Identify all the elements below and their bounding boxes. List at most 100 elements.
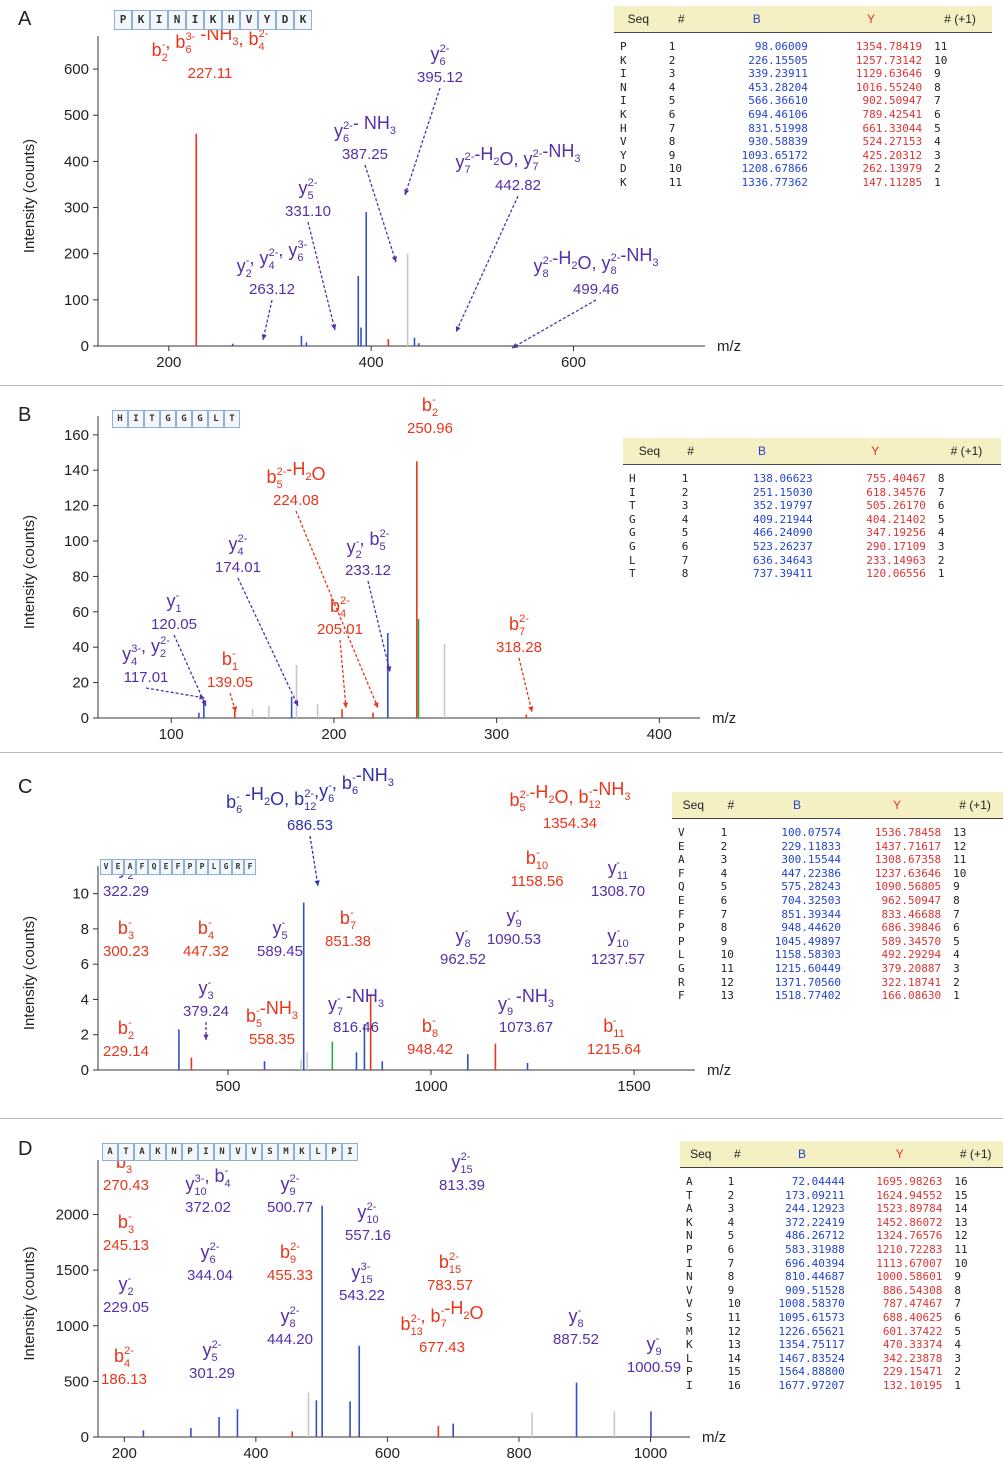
table-cell: P bbox=[686, 1365, 693, 1379]
ion-mz-label: 589.45 bbox=[257, 943, 303, 960]
sequence-residue: A bbox=[134, 1143, 150, 1161]
table-cell: 1 bbox=[668, 40, 676, 53]
table-cell: N bbox=[620, 80, 627, 94]
ion-label: b42- bbox=[114, 1345, 134, 1370]
table-row: I 3 339.23911 1129.63646 9 bbox=[614, 67, 992, 81]
panel-separator bbox=[0, 385, 1003, 386]
table-row: I 5 566.36610 902.50947 7 bbox=[614, 94, 992, 108]
table-cell: 11 bbox=[727, 1310, 741, 1324]
table-cell: 8 bbox=[954, 1283, 962, 1297]
table-cell: 6 bbox=[668, 107, 676, 121]
ion-mz-label: 227.11 bbox=[188, 65, 233, 82]
table-cell: 4 bbox=[937, 526, 945, 540]
table-cell: 1324.76576 bbox=[876, 1229, 943, 1243]
ion-mz-label: 1090.53 bbox=[487, 931, 541, 948]
ion-label: y9- bbox=[506, 905, 521, 930]
table-row: N 5 486.26712 1324.76576 12 bbox=[680, 1229, 1003, 1243]
ion-mz-label: 245.13 bbox=[103, 1237, 149, 1254]
table-cell: 2 bbox=[681, 485, 689, 499]
y-tick-label: 300 bbox=[64, 200, 89, 217]
ion-mz-label: 962.52 bbox=[440, 951, 486, 968]
table-cell: 2 bbox=[668, 53, 676, 67]
table-cell: 1695.98263 bbox=[876, 1175, 943, 1188]
ion-label: b1- bbox=[222, 648, 238, 673]
table-row: G 4 409.21944 404.21402 5 bbox=[623, 513, 1001, 527]
table-row: H 1 138.06623 755.40467 8 bbox=[623, 472, 1001, 486]
table-cell: 3 bbox=[937, 539, 945, 553]
ion-mz-label: 117.01 bbox=[124, 669, 169, 686]
table-cell: I bbox=[629, 485, 636, 499]
table-header: Y bbox=[850, 1141, 949, 1168]
table-cell: P bbox=[686, 1242, 693, 1256]
table-cell: 636.34643 bbox=[752, 553, 813, 567]
table-cell: P bbox=[678, 921, 685, 935]
ion-label: b52--H2O, b12--NH3 bbox=[509, 779, 630, 814]
table-cell: L bbox=[629, 553, 636, 567]
annotation-arrow bbox=[511, 299, 597, 349]
ion-mz-label: 1237.57 bbox=[591, 951, 645, 968]
table-header: Seq bbox=[623, 438, 676, 465]
table-cell: 948.44620 bbox=[781, 921, 842, 935]
table-cell: 7 bbox=[954, 1297, 962, 1311]
table-cell: 10 bbox=[934, 53, 948, 67]
table-cell: 4 bbox=[934, 135, 941, 149]
table-cell: 16 bbox=[954, 1175, 968, 1188]
table-row: I 7 696.40394 1113.67007 10 bbox=[680, 1257, 1003, 1271]
table-cell: 138.06623 bbox=[752, 472, 813, 485]
ion-label: b2- bbox=[422, 394, 438, 419]
table-row: N 4 453.28204 1016.55240 8 bbox=[614, 81, 992, 95]
table-cell: I bbox=[686, 1378, 693, 1392]
annotation-arrow bbox=[367, 580, 391, 673]
table-cell: 6 bbox=[681, 539, 689, 553]
table-row: P 8 948.44620 686.39846 6 bbox=[672, 921, 1003, 935]
table-row: R 12 1371.70560 322.18741 2 bbox=[672, 976, 1003, 990]
table-row: T 3 352.19797 505.26170 6 bbox=[623, 499, 1001, 513]
table-cell: 618.34576 bbox=[866, 485, 926, 499]
ion-mz-label: 677.43 bbox=[419, 1339, 465, 1356]
table-cell: 372.22419 bbox=[785, 1215, 845, 1229]
annotation-arrow bbox=[237, 577, 299, 707]
table-cell: 1 bbox=[953, 989, 960, 1003]
table-cell: 5 bbox=[681, 526, 689, 540]
table-cell: 962.50947 bbox=[881, 893, 942, 907]
table-cell: 470.33374 bbox=[882, 1338, 943, 1352]
sequence-residue: D bbox=[276, 10, 294, 30]
ion-label: y2-, b52- bbox=[347, 528, 390, 561]
table-row: A 3 244.12923 1523.89784 14 bbox=[680, 1202, 1003, 1216]
table-cell: 6 bbox=[953, 921, 960, 935]
sequence-residue: L bbox=[310, 1143, 326, 1161]
ion-label: b3- bbox=[118, 917, 134, 942]
table-cell: 290.17109 bbox=[866, 539, 926, 553]
table-cell: 1371.70560 bbox=[774, 975, 842, 989]
table-cell: 3 bbox=[727, 1202, 735, 1216]
table-cell: 3 bbox=[720, 853, 728, 867]
table-row: F 4 447.22386 1237.63646 10 bbox=[672, 867, 1003, 881]
sequence-residue: F bbox=[136, 859, 148, 875]
y-axis-label: Intensity (counts) bbox=[21, 139, 38, 253]
sequence-residue: N bbox=[166, 1143, 182, 1161]
ion-mz-label: 224.08 bbox=[273, 492, 319, 509]
ion-mz-label: 372.02 bbox=[185, 1199, 231, 1216]
y-tick-label: 1500 bbox=[56, 1262, 89, 1279]
sequence-residue: V bbox=[246, 1143, 262, 1161]
arrow-head bbox=[386, 666, 392, 672]
ion-mz-label: 558.35 bbox=[249, 1031, 295, 1048]
table-cell: 233.14963 bbox=[866, 553, 926, 567]
table-cell: 379.20887 bbox=[881, 961, 942, 975]
table-cell: 8 bbox=[953, 893, 960, 907]
table-cell: 930.58839 bbox=[748, 135, 808, 149]
table-header: # (+1) bbox=[931, 438, 1001, 465]
ion-mz-label: 395.12 bbox=[417, 69, 463, 86]
table-cell: 229.11833 bbox=[781, 839, 842, 853]
table-cell: 300.15544 bbox=[781, 853, 842, 867]
table-cell: 120.06556 bbox=[866, 567, 926, 581]
table-header: Seq bbox=[680, 1141, 722, 1168]
table-cell: 810.44687 bbox=[785, 1270, 845, 1284]
table-cell: 492.29294 bbox=[881, 948, 942, 962]
ion-label: y52- bbox=[299, 177, 318, 202]
table-cell: 1045.49897 bbox=[774, 934, 842, 948]
table-cell: K bbox=[686, 1215, 693, 1229]
ion-mz-label: 229.05 bbox=[103, 1299, 149, 1316]
ion-label: y62-- NH3 bbox=[334, 113, 396, 145]
